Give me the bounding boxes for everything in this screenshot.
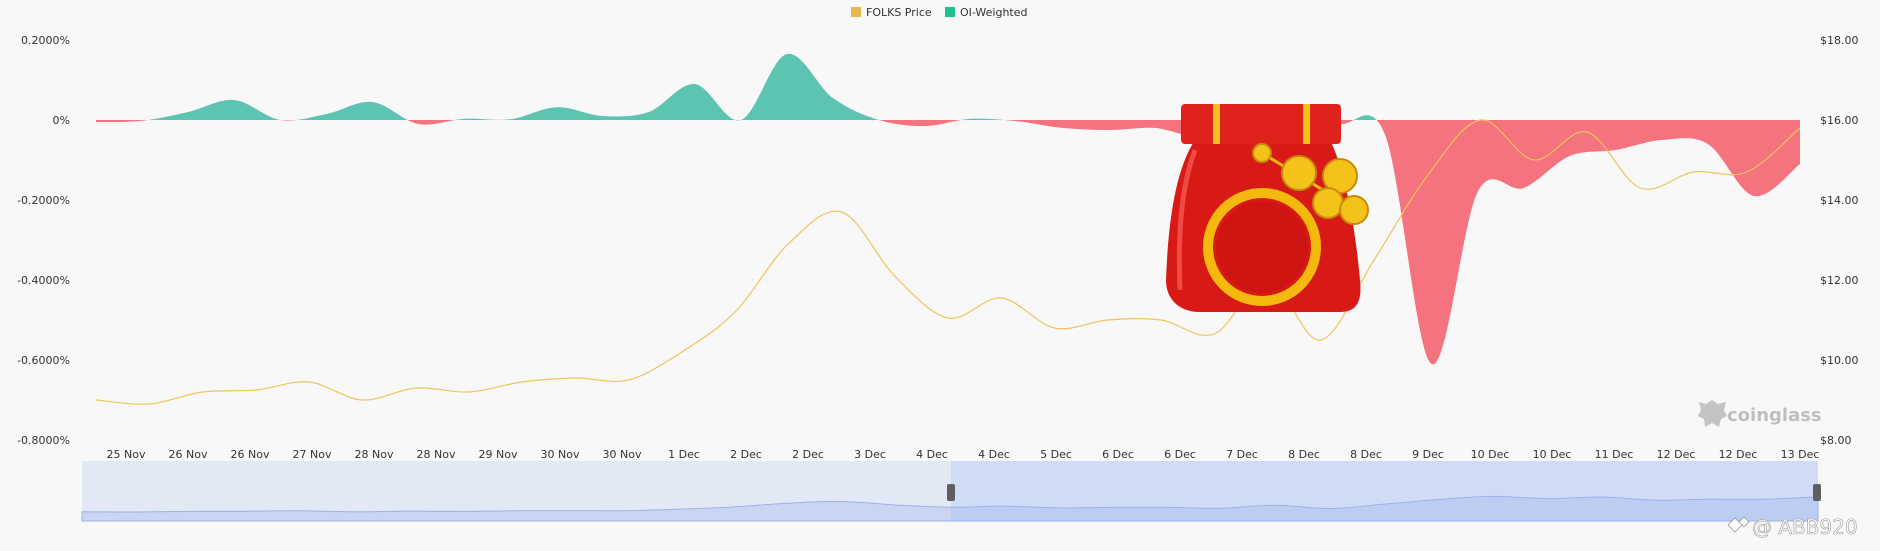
navigator-handle-right[interactable] bbox=[1813, 484, 1821, 501]
x-tick-label: 12 Dec bbox=[1657, 448, 1696, 461]
x-tick-label: 26 Nov bbox=[231, 448, 270, 461]
gold-coin-1-icon bbox=[1281, 155, 1317, 191]
legend-swatch-price bbox=[851, 7, 861, 17]
y-left-tick-label: -0.8000% bbox=[17, 434, 70, 447]
x-tick-label: 30 Nov bbox=[603, 448, 642, 461]
x-tick-label: 26 Nov bbox=[169, 448, 208, 461]
x-axis: 25 Nov 26 Nov 26 Nov 27 Nov 28 Nov 28 Nov 29 N… bbox=[107, 448, 1820, 461]
gold-coin-3-icon bbox=[1312, 187, 1344, 219]
x-tick-label: 12 Dec bbox=[1719, 448, 1758, 461]
y-left-tick-label: -0.6000% bbox=[17, 354, 70, 367]
y-left-tick-label: -0.4000% bbox=[17, 274, 70, 287]
y-right-tick-label: $16.00 bbox=[1820, 114, 1859, 127]
price-series bbox=[95, 119, 1801, 405]
x-tick-label: 13 Dec bbox=[1781, 448, 1820, 461]
y-left-tick-label: 0% bbox=[53, 114, 70, 127]
legend-item-oi-weighted[interactable]: OI-Weighted bbox=[945, 6, 1028, 19]
x-tick-label: 6 Dec bbox=[1164, 448, 1196, 461]
x-tick-label: 8 Dec bbox=[1288, 448, 1320, 461]
y-right-tick-label: $14.00 bbox=[1820, 194, 1859, 207]
x-tick-label: 29 Nov bbox=[479, 448, 518, 461]
y-right-tick-label: $8.00 bbox=[1820, 434, 1852, 447]
x-tick-label: 8 Dec bbox=[1350, 448, 1382, 461]
y-axis-right: $18.00 $16.00 $14.00 $12.00 $10.00 $8.00 bbox=[1820, 34, 1859, 447]
credit-text: @ ABB920 bbox=[1752, 515, 1858, 539]
x-tick-label: 27 Nov bbox=[293, 448, 332, 461]
x-tick-label: 1 Dec bbox=[668, 448, 700, 461]
y-left-tick-label: 0.2000% bbox=[21, 34, 70, 47]
x-tick-label: 3 Dec bbox=[854, 448, 886, 461]
y-right-tick-label: $12.00 bbox=[1820, 274, 1859, 287]
x-tick-label: 6 Dec bbox=[1102, 448, 1134, 461]
x-tick-label: 11 Dec bbox=[1595, 448, 1634, 461]
bag-ribbon-left bbox=[1213, 104, 1220, 144]
oi-weighted-negative-area bbox=[96, 120, 1800, 365]
bag-gold-ring bbox=[1203, 188, 1321, 306]
bag-highlight bbox=[1176, 149, 1198, 291]
coinglass-watermark-text: coinglass bbox=[1727, 405, 1822, 426]
y-left-tick-label: -0.2000% bbox=[17, 194, 70, 207]
x-tick-label: 10 Dec bbox=[1471, 448, 1510, 461]
y-right-tick-label: $18.00 bbox=[1820, 34, 1859, 47]
bag-ring-center bbox=[1216, 201, 1308, 293]
y-right-tick-label: $10.00 bbox=[1820, 354, 1859, 367]
navigator-selected-range[interactable] bbox=[951, 461, 1818, 521]
credit-logo-icon bbox=[1727, 516, 1750, 533]
bag-ribbon-right bbox=[1303, 104, 1310, 144]
navigator[interactable] bbox=[81, 461, 1821, 522]
coinglass-watermark: coinglass bbox=[1698, 400, 1822, 427]
x-tick-label: 28 Nov bbox=[355, 448, 394, 461]
x-tick-label: 10 Dec bbox=[1533, 448, 1572, 461]
navigator-handle-left[interactable] bbox=[947, 484, 955, 501]
legend-label-price: FOLKS Price bbox=[866, 6, 932, 19]
y-axis-left: 0.2000% 0% -0.2000% -0.4000% -0.6000% -0.8000… bbox=[17, 34, 70, 447]
gold-coin-4-icon bbox=[1339, 195, 1369, 225]
navigator-series-line bbox=[81, 495, 1819, 522]
red-lucky-bag-illustration bbox=[1166, 104, 1369, 312]
coinglass-logo-icon bbox=[1698, 400, 1727, 427]
grid bbox=[94, 39, 1800, 441]
legend-label-oi-weighted: OI-Weighted bbox=[960, 6, 1028, 19]
x-tick-label: 30 Nov bbox=[541, 448, 580, 461]
x-tick-label: 28 Nov bbox=[417, 448, 456, 461]
price-line bbox=[95, 119, 1801, 405]
x-tick-label: 25 Nov bbox=[107, 448, 146, 461]
x-tick-label: 2 Dec bbox=[730, 448, 762, 461]
legend[interactable]: FOLKS Price OI-Weighted bbox=[851, 6, 1028, 19]
x-tick-label: 4 Dec bbox=[916, 448, 948, 461]
x-tick-label: 9 Dec bbox=[1412, 448, 1444, 461]
x-tick-label: 4 Dec bbox=[978, 448, 1010, 461]
credit-watermark: @ ABB920 bbox=[1727, 515, 1858, 539]
bag-top-band bbox=[1181, 104, 1341, 144]
x-tick-label: 2 Dec bbox=[792, 448, 824, 461]
bag-chain-knob bbox=[1252, 143, 1272, 163]
x-tick-label: 5 Dec bbox=[1040, 448, 1072, 461]
x-tick-label: 7 Dec bbox=[1226, 448, 1258, 461]
legend-item-price[interactable]: FOLKS Price bbox=[851, 6, 932, 19]
legend-swatch-oi-weighted bbox=[945, 7, 955, 17]
oi-weighted-series bbox=[96, 53, 1800, 365]
